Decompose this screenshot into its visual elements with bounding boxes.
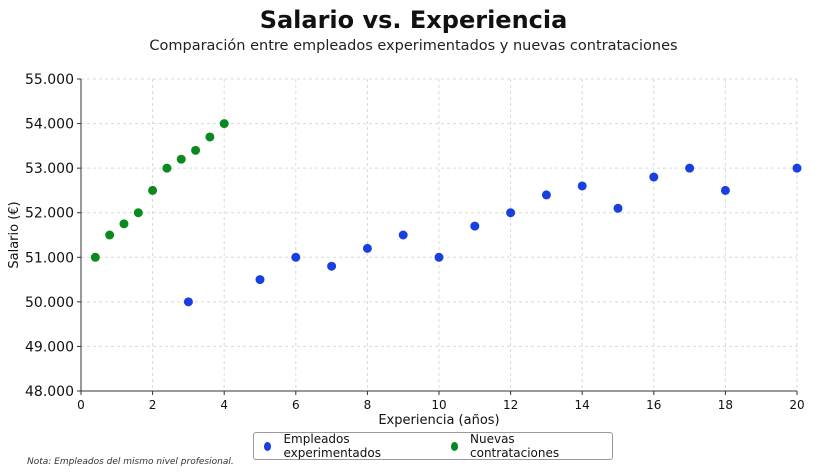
data-point-new-hire[interactable] [176,154,186,164]
data-point-experienced[interactable] [720,185,730,195]
chart-subtitle: Comparación entre empleados experimentad… [149,38,678,54]
data-point-experienced[interactable] [792,163,802,173]
legend-marker-new-hires [450,441,459,451]
legend-marker-experienced [264,441,272,451]
grid-lines [80,78,798,392]
x-axis-label: Experiencia (años) [378,413,499,428]
y-tick-label: 52.000 [25,206,74,222]
y-tick-label: 53.000 [25,161,74,177]
data-point-experienced[interactable] [362,243,372,253]
data-point-new-hire[interactable] [119,219,129,229]
data-point-experienced[interactable] [434,252,444,262]
x-tick-label: 6 [292,398,300,412]
data-point-experienced[interactable] [649,172,659,182]
data-point-experienced[interactable] [577,181,587,191]
y-tick-label: 50.000 [25,295,74,311]
legend-item-experienced[interactable]: Empleados experimentados [264,432,423,460]
data-point-experienced[interactable] [541,190,551,200]
y-tick-label: 51.000 [25,250,74,266]
y-tick-label: 48.000 [25,384,74,400]
x-tick-label: 2 [149,398,157,412]
y-axis-label: Salario (€) [7,201,22,268]
y-tick-label: 55.000 [25,72,74,88]
x-tick-label: 12 [503,398,518,412]
legend: Empleados experimentados Nuevas contrata… [253,432,613,460]
footnote: Nota: Empleados del mismo nivel profesio… [27,457,234,467]
y-tick-label: 49.000 [25,339,74,355]
data-point-experienced[interactable] [506,208,516,218]
x-tick-label: 8 [364,398,372,412]
x-tick-label: 18 [718,398,733,412]
data-point-new-hire[interactable] [105,230,115,240]
x-tick-label: 16 [646,398,661,412]
x-tick-label: 10 [431,398,446,412]
x-tick-label: 14 [575,398,590,412]
data-point-experienced[interactable] [398,230,408,240]
chart-title: Salario vs. Experiencia [259,6,568,34]
data-point-new-hire[interactable] [148,185,158,195]
data-point-new-hire[interactable] [90,252,100,262]
legend-label-experienced: Empleados experimentados [283,432,381,460]
data-point-new-hire[interactable] [191,145,201,155]
data-points [90,119,802,307]
data-point-experienced[interactable] [183,297,193,307]
data-point-new-hire[interactable] [205,132,215,142]
data-point-experienced[interactable] [327,261,337,271]
data-point-experienced[interactable] [255,275,265,285]
x-tick-label: 0 [77,398,85,412]
legend-item-new-hires[interactable]: Nuevas contrataciones [450,432,584,460]
data-point-new-hire[interactable] [219,119,229,129]
data-point-experienced[interactable] [470,221,480,231]
data-point-experienced[interactable] [613,203,623,213]
y-tick-label: 54.000 [25,117,74,133]
tick-labels: 0 2 4 6 8 10 12 14 16 18 20 48.000 49.000 50.000 51.00… [25,72,805,412]
data-point-new-hire[interactable] [162,163,172,173]
data-point-experienced[interactable] [685,163,695,173]
legend-label-new-hires: Nuevas contrataciones [470,432,560,460]
x-tick-label: 4 [220,398,228,412]
data-point-new-hire[interactable] [133,208,143,218]
x-tick-label: 20 [789,398,804,412]
data-point-experienced[interactable] [291,252,301,262]
